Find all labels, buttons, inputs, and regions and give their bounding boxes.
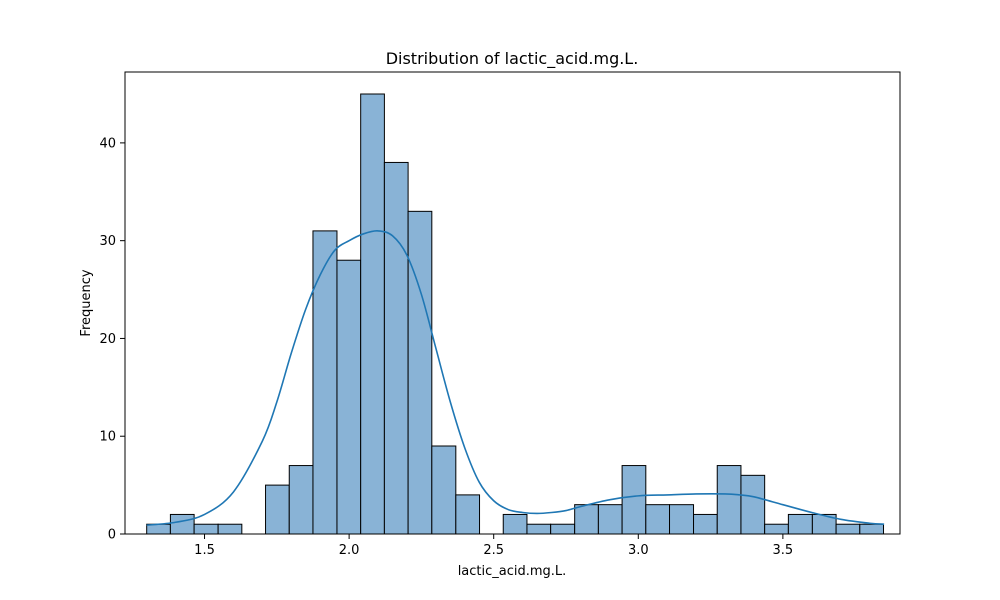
- histogram-bar: [787, 513, 813, 535]
- histogram-bar: [383, 161, 409, 535]
- histogram-bar: [407, 210, 433, 535]
- histogram-bar: [669, 504, 695, 535]
- histogram-bar: [574, 504, 599, 535]
- histogram-bar: [193, 523, 219, 535]
- histogram-bar: [526, 523, 552, 535]
- kde-line: [146, 230, 885, 526]
- histogram-bar: [502, 513, 528, 535]
- histogram-bar: [217, 523, 243, 535]
- x-tick-label: 1.5: [194, 543, 215, 558]
- histogram-bar: [645, 504, 671, 535]
- histogram-bar: [550, 523, 576, 535]
- histogram-bar: [431, 445, 457, 535]
- y-axis-label: Frequency: [79, 269, 94, 336]
- histogram-bars: [146, 93, 885, 535]
- histogram-bar: [336, 259, 362, 535]
- histogram-bar: [360, 93, 385, 535]
- y-tick-label: 30: [99, 234, 116, 249]
- chart-title: Distribution of lactic_acid.mg.L.: [386, 49, 639, 69]
- histogram-bar: [764, 523, 789, 535]
- y-tick-label: 10: [99, 430, 116, 445]
- histogram-bar: [169, 513, 195, 535]
- x-tick-label: 2.5: [483, 543, 504, 558]
- histogram-bar: [835, 523, 861, 535]
- histogram-bar: [716, 465, 742, 535]
- histogram-bar: [455, 494, 481, 535]
- x-axis-ticks: 1.5 2.0 2.5 3.0 3.5: [194, 534, 793, 558]
- x-axis-label: lactic_acid.mg.L.: [458, 564, 567, 579]
- histogram-bar: [859, 523, 885, 535]
- histogram-bar: [265, 484, 290, 535]
- histogram-bar: [597, 504, 623, 535]
- kde-curve-group: [146, 230, 885, 526]
- y-tick-label: 20: [99, 332, 116, 347]
- x-tick-label: 3.0: [628, 543, 649, 558]
- y-tick-label: 40: [99, 136, 116, 151]
- y-tick-label: 0: [108, 528, 116, 543]
- histogram-bar: [312, 230, 338, 535]
- x-tick-label: 3.5: [773, 543, 794, 558]
- histogram-bar: [693, 513, 718, 535]
- histogram-bar: [288, 465, 314, 535]
- x-tick-label: 2.0: [339, 543, 360, 558]
- histogram-bar: [740, 474, 766, 535]
- plot-area-frame: [124, 71, 901, 535]
- y-axis-ticks: 0 10 20 30 40: [99, 136, 125, 543]
- histogram-bar: [621, 465, 647, 535]
